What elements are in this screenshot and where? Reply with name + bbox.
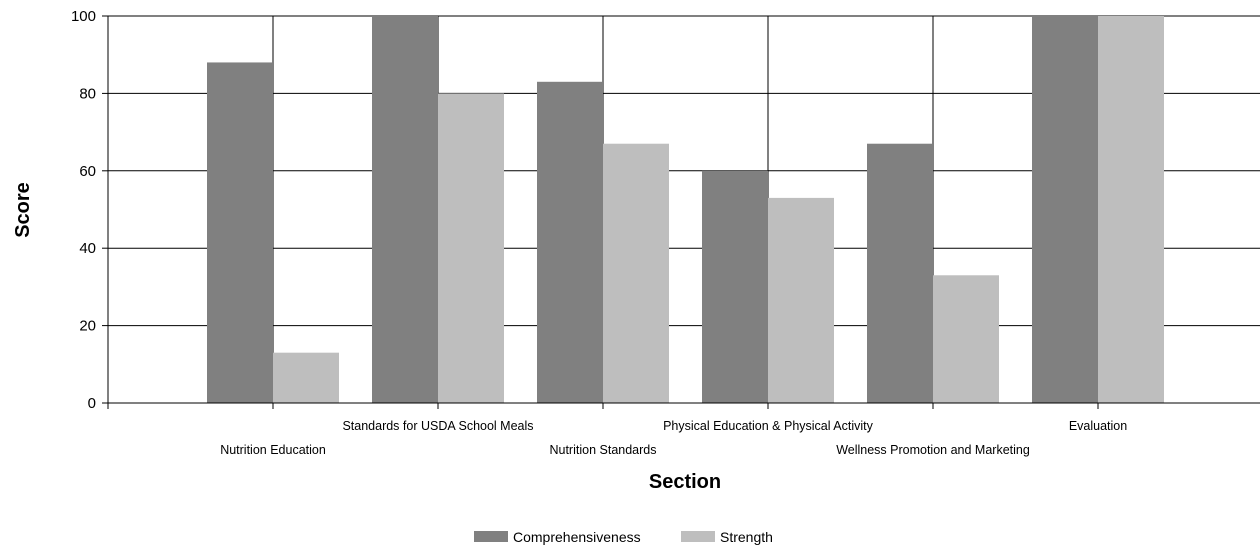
bar-strength-1 — [273, 352, 339, 403]
legend-swatch — [474, 531, 508, 542]
x-tick-label: Standards for USDA School Meals — [342, 419, 533, 433]
bar-strength-2 — [438, 93, 504, 404]
bar-comprehensiveness-3 — [537, 81, 603, 403]
legend-label: Strength — [720, 529, 773, 545]
axes: 0 20 40 60 80 100 Nutrition Education Standards… — [71, 8, 1260, 457]
x-tick-label: Nutrition Standards — [549, 443, 656, 457]
y-tick-label: 20 — [79, 318, 96, 335]
bar-comprehensiveness-5 — [867, 143, 933, 403]
y-tick-label: 80 — [79, 85, 96, 102]
x-axis-title: Section — [649, 471, 721, 493]
bar-strength-4 — [768, 197, 834, 403]
bar-comprehensiveness-6 — [1032, 16, 1098, 403]
legend-label: Comprehensiveness — [513, 529, 641, 545]
bar-comprehensiveness-2 — [372, 16, 438, 403]
x-tick-label: Wellness Promotion and Marketing — [836, 443, 1030, 457]
bar-comprehensiveness-4 — [702, 170, 768, 403]
x-tick-label: Evaluation — [1069, 419, 1127, 433]
y-tick-label: 40 — [79, 240, 96, 257]
y-tick-label: 0 — [88, 395, 96, 412]
legend: Comprehensiveness Strength — [474, 529, 773, 545]
bar-strength-6 — [1098, 16, 1164, 403]
legend-swatch — [681, 531, 715, 542]
y-tick-label: 100 — [71, 8, 96, 25]
bar-comprehensiveness-1 — [207, 62, 273, 403]
bar-strength-3 — [603, 143, 669, 403]
bar-strength-5 — [933, 275, 999, 403]
y-axis-title: Score — [12, 182, 34, 238]
x-tick-label: Nutrition Education — [220, 443, 326, 457]
y-tick-label: 60 — [79, 163, 96, 180]
x-tick-label: Physical Education & Physical Activity — [663, 419, 874, 433]
bars — [207, 16, 1164, 404]
